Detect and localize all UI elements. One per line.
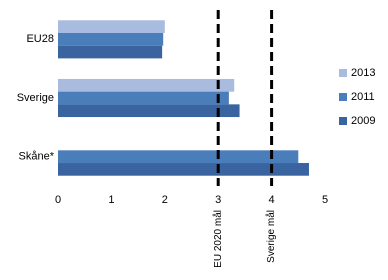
legend-swatch [339,117,347,125]
bar [58,104,240,118]
bar [58,150,299,164]
bar [58,91,229,105]
x-tick-label: 5 [322,194,328,206]
bar [58,163,309,176]
x-tick-label: 4 [269,194,275,206]
x-tick-label: 1 [108,194,114,206]
bar [58,32,164,46]
legend-label: 2009 [351,115,375,127]
x-tick-label: 0 [55,194,61,206]
reference-label: EU 2020 mål [212,210,224,268]
y-tick-label: Sverige [17,92,54,104]
y-tick-label: Skåne* [19,151,55,163]
legend-label: 2013 [351,67,375,79]
bar [58,20,165,33]
legend-swatch [339,69,347,77]
y-tick-label: EU28 [26,33,54,45]
reference-label: Sverige mål [265,210,277,263]
legend-label: 2011 [351,91,375,103]
bar [58,78,235,92]
x-tick-label: 2 [162,194,168,206]
x-tick-label: 3 [215,194,221,206]
bar [58,45,163,59]
legend-swatch [339,93,347,101]
